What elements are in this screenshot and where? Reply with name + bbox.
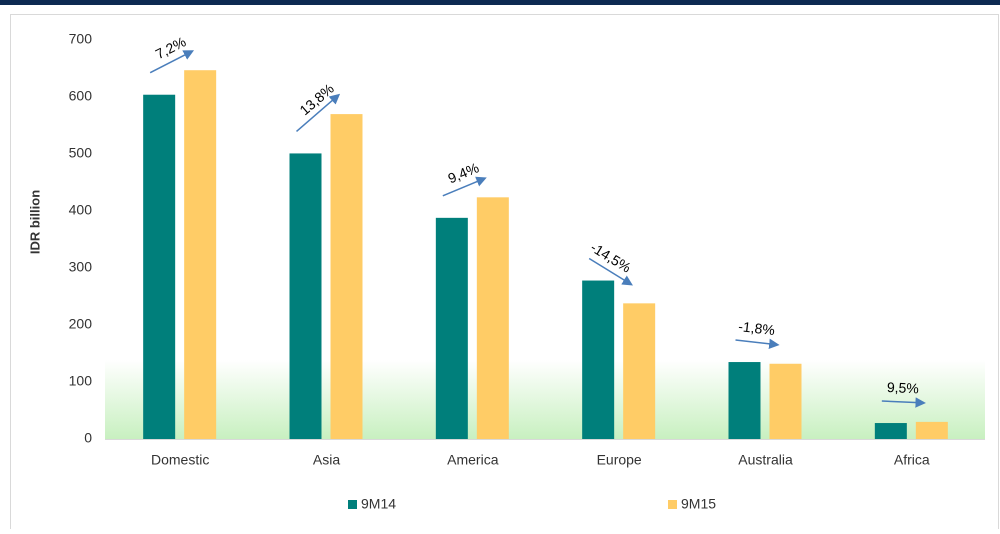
x-tick-label: Australia — [738, 452, 793, 468]
y-tick-label: 500 — [69, 145, 93, 161]
x-tick-label: Domestic — [151, 452, 209, 468]
legend-label: 9M14 — [361, 496, 396, 512]
growth-label: 9,5% — [887, 379, 920, 396]
growth-arrow — [296, 93, 341, 132]
growth-arrow — [735, 338, 780, 350]
bar — [874, 423, 907, 439]
bar — [769, 363, 802, 439]
growth-arrow — [149, 50, 195, 74]
y-axis-label: IDR billion — [27, 190, 42, 254]
bar — [623, 303, 656, 439]
y-tick-label: 200 — [69, 316, 93, 332]
frame — [10, 14, 999, 534]
x-tick-label: Europe — [597, 452, 642, 468]
bar — [582, 280, 615, 439]
growth-label: -1,8% — [738, 318, 776, 338]
y-tick-label: 300 — [69, 259, 93, 275]
bar — [476, 197, 509, 439]
y-tick-label: 400 — [69, 202, 93, 218]
bar — [143, 94, 176, 439]
bar — [915, 421, 948, 439]
x-tick-label: America — [447, 452, 499, 468]
legend-swatch — [348, 500, 357, 509]
legend-swatch — [668, 500, 677, 509]
bar — [728, 362, 761, 439]
bar — [289, 153, 322, 439]
y-tick-label: 700 — [69, 31, 93, 47]
x-tick-label: Africa — [894, 452, 930, 468]
x-tick-label: Asia — [313, 452, 340, 468]
top-bar — [0, 0, 1000, 5]
y-tick-label: 0 — [84, 430, 92, 446]
y-tick-label: 100 — [69, 373, 93, 389]
growth-label: 7,2% — [153, 33, 189, 62]
legend-label: 9M15 — [681, 496, 716, 512]
bar — [435, 217, 468, 439]
growth-label: -14,5% — [588, 239, 634, 276]
y-tick-label: 600 — [69, 88, 93, 104]
growth-arrow — [881, 397, 926, 408]
plot-gradient — [105, 360, 985, 439]
growth-label: 13,8% — [296, 80, 336, 118]
growth-arrow — [588, 257, 633, 286]
growth-arrow — [442, 176, 487, 197]
bar — [330, 114, 363, 439]
bar — [184, 70, 217, 440]
